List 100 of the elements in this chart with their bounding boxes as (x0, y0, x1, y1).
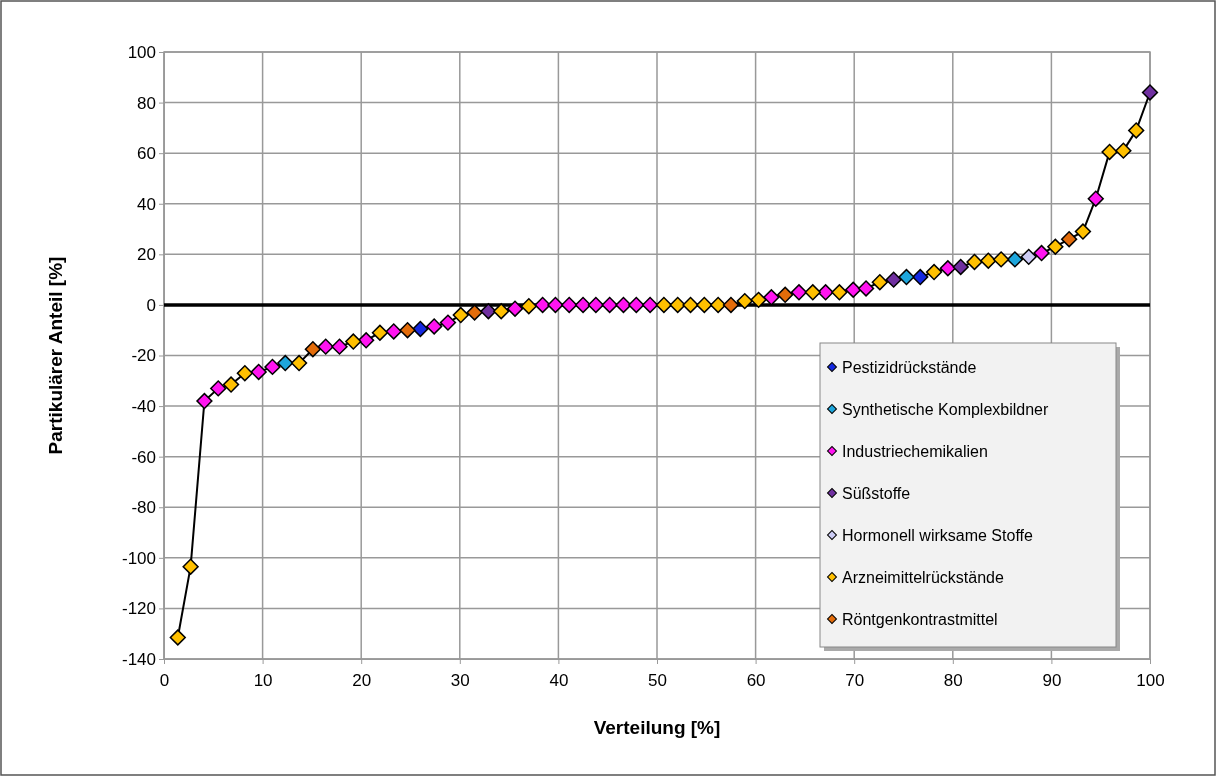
point (777, 286, 794, 303)
point (290, 354, 308, 372)
y-tick-label: 80 (137, 93, 156, 113)
point (426, 318, 443, 335)
point (1128, 122, 1145, 139)
y-axis-title: Partikulärer Anteil [%] (45, 256, 66, 455)
x-tick-label: 30 (450, 670, 470, 690)
legend-label: Industriechemikalien (842, 443, 988, 460)
point (912, 268, 929, 286)
point (182, 558, 199, 575)
point (601, 296, 618, 314)
y-tick-label: -60 (131, 447, 156, 467)
point (763, 289, 780, 306)
point (709, 296, 727, 314)
point (506, 300, 524, 317)
x-tick-label: 0 (159, 670, 170, 690)
point (1087, 190, 1104, 207)
point (980, 252, 997, 269)
legend-label: Synthetische Komplexbildner (842, 401, 1050, 418)
point (222, 376, 240, 393)
point (615, 296, 632, 314)
point (669, 296, 686, 314)
point (898, 268, 915, 286)
point (466, 304, 483, 321)
point (534, 296, 551, 314)
point (682, 296, 699, 314)
point (1115, 142, 1132, 159)
point (493, 303, 510, 320)
point (1006, 251, 1024, 268)
point (804, 284, 821, 301)
point (1101, 143, 1118, 161)
point (1020, 248, 1037, 266)
point (236, 365, 254, 382)
y-tick-label: -140 (121, 649, 156, 669)
point (1074, 223, 1092, 240)
point (480, 303, 497, 320)
point (412, 320, 429, 338)
point (655, 296, 673, 314)
point (696, 296, 713, 314)
point (169, 629, 186, 646)
point (628, 296, 645, 314)
point (357, 332, 375, 349)
point (520, 298, 537, 315)
point (587, 296, 605, 314)
y-tick-label: 100 (127, 42, 156, 62)
x-tick-label: 10 (253, 670, 273, 690)
point (371, 324, 389, 341)
point (561, 296, 578, 314)
point (845, 281, 862, 298)
x-tick-label: 40 (549, 670, 569, 690)
legend-label: Süßstoffe (842, 485, 911, 502)
y-tick-label: -100 (121, 548, 156, 568)
legend-label: Arzneimittelrückstände (842, 569, 1004, 586)
x-tick-label: 70 (845, 670, 865, 690)
point (790, 284, 808, 301)
point (264, 358, 281, 376)
point (641, 296, 659, 314)
x-tick-label: 50 (648, 670, 667, 690)
point (722, 296, 740, 314)
point (831, 284, 848, 301)
point (750, 291, 767, 309)
point (871, 273, 888, 291)
point (547, 296, 564, 314)
point (210, 380, 227, 397)
point (304, 341, 322, 358)
x-tick-label: 20 (352, 670, 372, 690)
point (385, 323, 402, 340)
x-tick-label: 100 (1136, 670, 1165, 690)
point (939, 260, 957, 277)
point (1047, 238, 1064, 255)
y-tick-label: -80 (131, 498, 156, 518)
legend-label: Pestizidrückstände (842, 359, 977, 376)
y-tick-label: 20 (137, 245, 156, 265)
point (345, 333, 362, 350)
point (817, 284, 834, 301)
point (574, 296, 592, 314)
x-tick-label: 80 (943, 670, 963, 690)
point (952, 258, 969, 276)
y-tick-label: -20 (131, 346, 156, 366)
y-tick-label: -40 (131, 397, 156, 417)
point (857, 280, 875, 297)
x-tick-label: 90 (1042, 670, 1062, 690)
point (439, 314, 457, 331)
point (399, 322, 416, 339)
point (966, 253, 983, 271)
point (925, 263, 943, 281)
point (277, 354, 294, 372)
point (1141, 84, 1159, 101)
point (885, 271, 902, 288)
point (317, 338, 334, 355)
point (331, 338, 348, 355)
point (1060, 230, 1078, 248)
x-axis-title: Verteilung [%] (593, 717, 721, 738)
point (1033, 244, 1050, 262)
y-tick-label: 40 (137, 194, 156, 214)
point (736, 292, 753, 310)
y-tick-label: 0 (146, 295, 156, 315)
x-tick-label: 60 (746, 670, 766, 690)
legend-label: Hormonell wirksame Stoffe (842, 527, 1033, 544)
point (452, 306, 469, 324)
